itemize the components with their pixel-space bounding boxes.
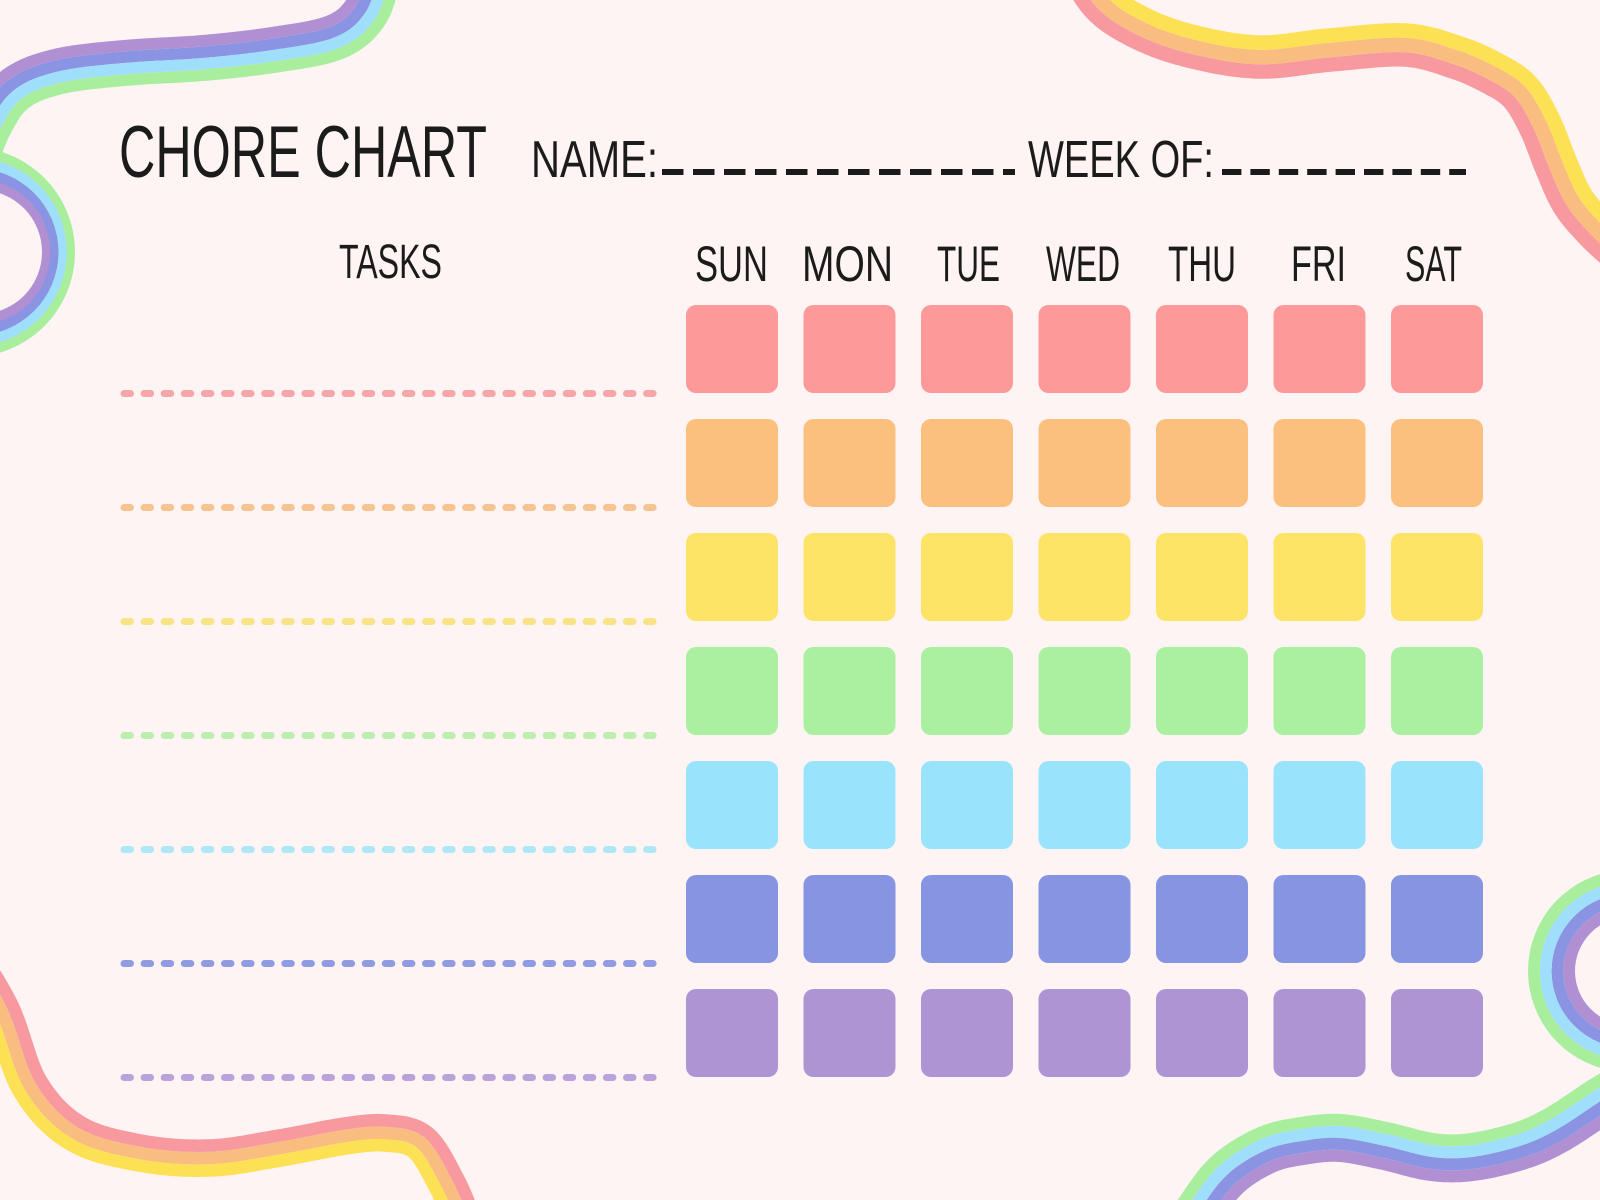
svg-text:TUE: TUE: [937, 236, 1000, 292]
svg-text:NAME:: NAME:: [531, 131, 658, 189]
svg-text:FRI: FRI: [1291, 236, 1346, 292]
svg-text:WEEK OF:: WEEK OF:: [1028, 131, 1214, 189]
svg-text:SAT: SAT: [1405, 236, 1462, 292]
svg-text:SUN: SUN: [695, 236, 768, 292]
svg-text:CHORE CHART: CHORE CHART: [119, 112, 487, 193]
svg-text:THU: THU: [1168, 236, 1236, 292]
svg-text:WED: WED: [1046, 236, 1120, 292]
svg-text:MON: MON: [802, 236, 893, 292]
svg-text:TASKS: TASKS: [339, 236, 442, 289]
